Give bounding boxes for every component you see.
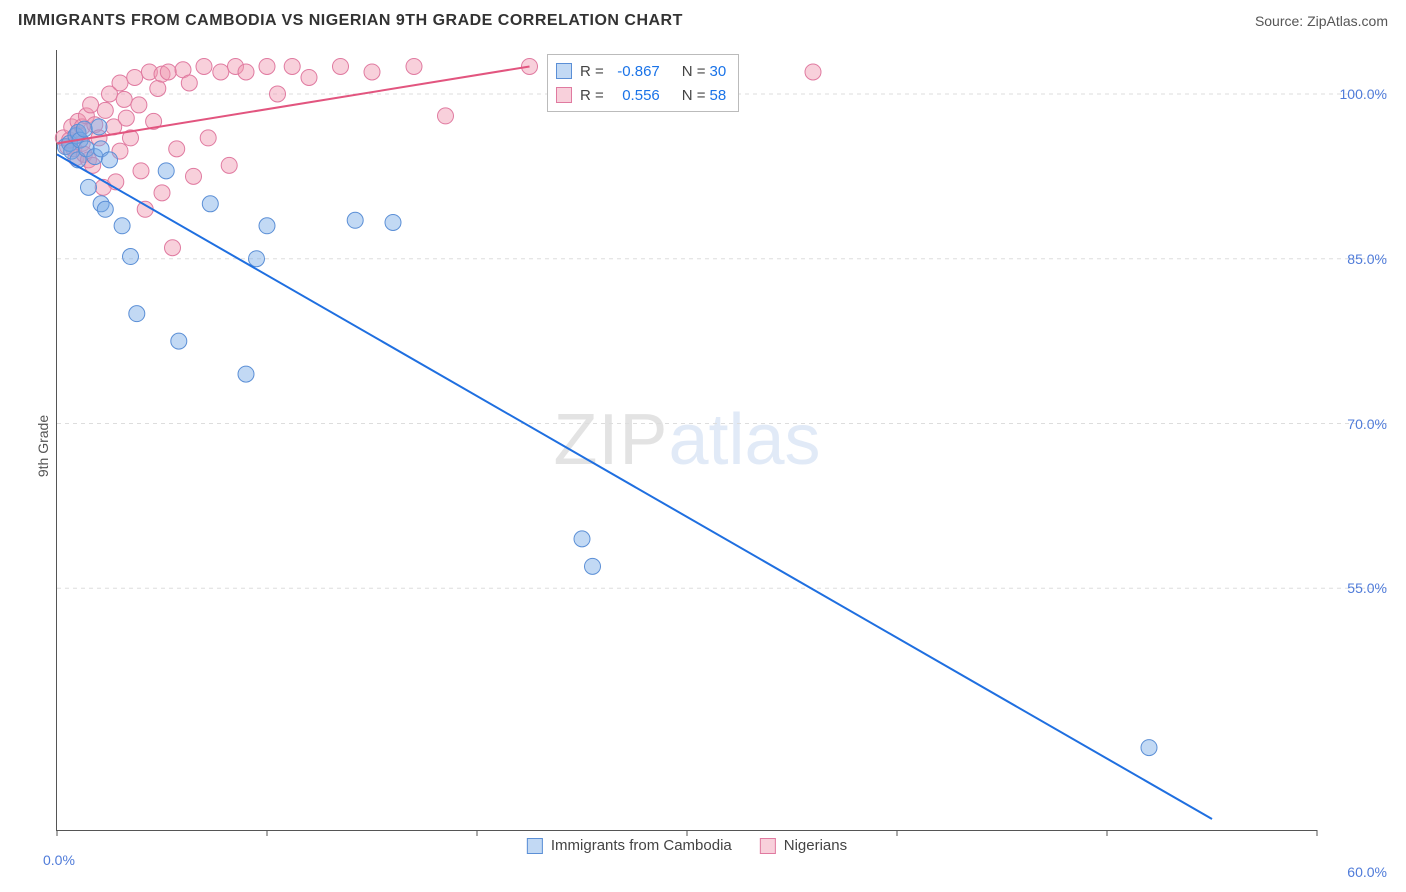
stats-n-value: 58 [710, 87, 727, 104]
data-point [154, 185, 170, 201]
stats-swatch [556, 87, 572, 103]
plot-svg [57, 50, 1317, 830]
stats-r-value: -0.867 [608, 63, 660, 80]
data-point [238, 64, 254, 80]
data-point [200, 130, 216, 146]
chart-title: IMMIGRANTS FROM CAMBODIA VS NIGERIAN 9TH… [18, 12, 683, 30]
stats-r-value: 0.556 [608, 87, 660, 104]
data-point [259, 58, 275, 74]
data-point [347, 212, 363, 228]
y-tick-label: 55.0% [1327, 580, 1387, 596]
data-point [259, 218, 275, 234]
data-point [202, 196, 218, 212]
data-point [196, 58, 212, 74]
legend-bottom: Immigrants from Cambodia Nigerians [527, 837, 847, 854]
data-point [181, 75, 197, 91]
data-point [805, 64, 821, 80]
data-point [91, 119, 107, 135]
data-point [284, 58, 300, 74]
legend-swatch-cambodia [527, 838, 543, 854]
legend-swatch-nigerians [760, 838, 776, 854]
y-tick-label: 70.0% [1327, 416, 1387, 432]
data-point [129, 306, 145, 322]
data-point [1141, 740, 1157, 756]
data-point [385, 214, 401, 230]
data-point [270, 86, 286, 102]
data-point [171, 333, 187, 349]
data-point [301, 69, 317, 85]
stats-values: R = -0.867 N = 30 [580, 63, 726, 80]
data-point [438, 108, 454, 124]
data-point [118, 110, 134, 126]
plot-area: ZIPatlas 55.0%70.0%85.0%100.0% 0.0% 60.0… [56, 50, 1317, 831]
data-point [76, 121, 92, 137]
stats-n-label: N = [682, 63, 706, 80]
data-point [102, 152, 118, 168]
source-name: ZipAtlas.com [1307, 13, 1388, 29]
data-point [83, 97, 99, 113]
data-point [97, 201, 113, 217]
source-prefix: Source: [1255, 13, 1307, 29]
data-point [213, 64, 229, 80]
data-point [97, 102, 113, 118]
legend-item-cambodia: Immigrants from Cambodia [527, 837, 732, 854]
data-point [112, 75, 128, 91]
y-tick-label: 85.0% [1327, 251, 1387, 267]
y-tick-label: 100.0% [1327, 86, 1387, 102]
data-point [221, 157, 237, 173]
data-point [186, 168, 202, 184]
legend-item-nigerians: Nigerians [760, 837, 847, 854]
x-tick-label-first: 0.0% [43, 852, 75, 868]
data-point [133, 163, 149, 179]
stats-row: R = 0.556 N = 58 [556, 83, 726, 107]
legend-label-nigerians: Nigerians [784, 837, 847, 854]
data-point [406, 58, 422, 74]
data-point [116, 91, 132, 107]
data-point [114, 218, 130, 234]
stats-swatch [556, 63, 572, 79]
legend-label-cambodia: Immigrants from Cambodia [551, 837, 732, 854]
y-axis-label: 9th Grade [35, 415, 51, 477]
stats-legend-box: R = -0.867 N = 30 R = 0.556 N = 58 [547, 54, 739, 112]
data-point [127, 69, 143, 85]
data-point [249, 251, 265, 267]
data-point [123, 249, 139, 265]
data-point [150, 80, 166, 96]
stats-r-label: R = [580, 63, 604, 80]
data-point [574, 531, 590, 547]
stats-n-label: N = [682, 87, 706, 104]
data-point [160, 64, 176, 80]
stats-n-value: 30 [710, 63, 727, 80]
data-point [238, 366, 254, 382]
data-point [169, 141, 185, 157]
data-point [81, 179, 97, 195]
x-tick-label-last: 60.0% [1327, 864, 1387, 880]
stats-values: R = 0.556 N = 58 [580, 87, 726, 104]
data-point [333, 58, 349, 74]
data-point [585, 558, 601, 574]
data-point [131, 97, 147, 113]
data-point [364, 64, 380, 80]
header-bar: IMMIGRANTS FROM CAMBODIA VS NIGERIAN 9TH… [0, 0, 1406, 42]
data-point [165, 240, 181, 256]
source-label: Source: ZipAtlas.com [1255, 13, 1388, 29]
data-point [158, 163, 174, 179]
stats-row: R = -0.867 N = 30 [556, 59, 726, 83]
trend-line-cambodia [57, 154, 1212, 819]
stats-r-label: R = [580, 87, 604, 104]
